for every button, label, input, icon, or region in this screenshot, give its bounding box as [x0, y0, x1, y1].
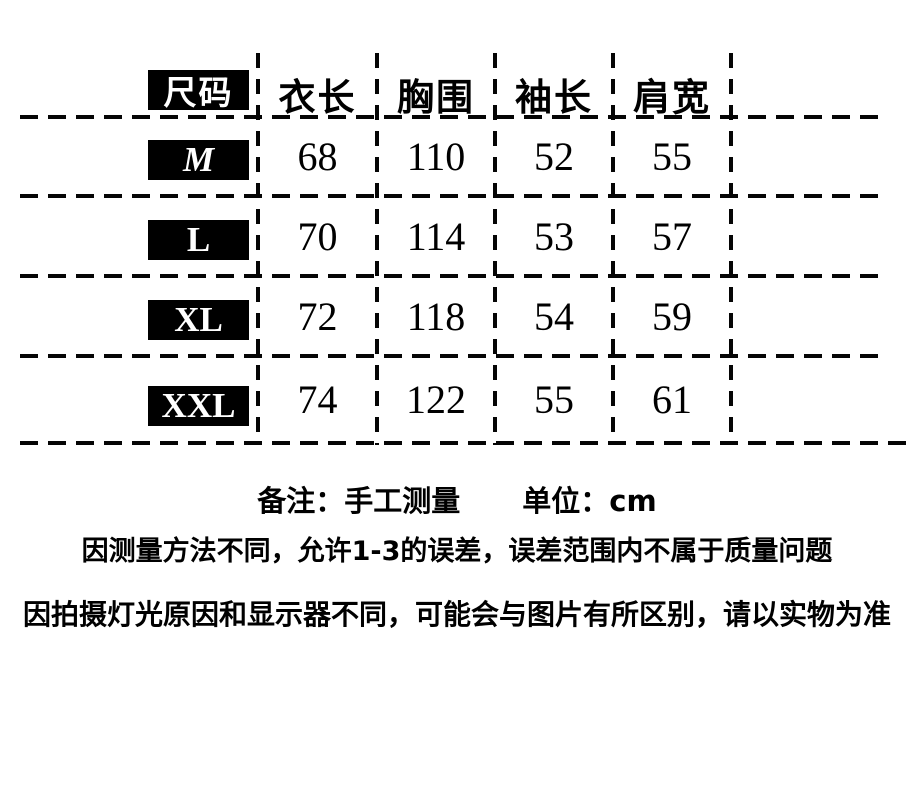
cell-xxl-sleeve: 55 — [534, 377, 574, 422]
cell-m-shoulder: 55 — [652, 134, 692, 179]
header-size-label: 尺码 — [163, 76, 234, 112]
cell-l-sleeve: 53 — [534, 213, 574, 259]
cell-xl-sleeve: 54 — [534, 293, 574, 339]
cell-l-bust: 114 — [406, 213, 466, 259]
size-badge-xl: XL — [148, 300, 249, 340]
column-header-length: 衣长 — [278, 78, 357, 119]
cell-xxl-length: 74 — [297, 377, 338, 422]
column-header-shoulder: 肩宽 — [633, 78, 711, 119]
size-badge-l: L — [148, 220, 249, 260]
measurement-remark-line: 备注：手工测量 单位：cm — [0, 478, 914, 520]
header-size-badge: 尺码 — [148, 70, 249, 112]
cell-m-length: 68 — [297, 134, 338, 179]
column-header-bust: 胸围 — [397, 78, 475, 119]
table-horizontal-divider — [20, 354, 888, 358]
color-difference-note: 因拍摄灯光原因和显示器不同，可能会与图片有所区别，请以实物为准 — [22, 598, 891, 631]
cell-xxl-shoulder: 61 — [652, 377, 692, 422]
cell-xxl-bust: 122 — [406, 377, 466, 422]
unit-text: 单位：cm — [522, 484, 657, 518]
table-vertical-divider — [493, 53, 497, 445]
cell-m-sleeve: 52 — [534, 134, 574, 179]
cell-xl-bust: 118 — [406, 293, 466, 339]
size-label: XXL — [161, 386, 236, 425]
table-horizontal-divider — [20, 115, 888, 119]
size-badge-m: M — [148, 140, 249, 180]
table-vertical-divider — [729, 53, 733, 445]
cell-xl-shoulder: 59 — [652, 293, 692, 339]
size-label: L — [186, 220, 211, 259]
table-vertical-divider — [256, 53, 260, 445]
table-horizontal-divider — [20, 274, 888, 278]
cell-m-bust: 110 — [406, 134, 466, 179]
remark-text: 备注：手工测量 — [257, 484, 461, 518]
size-badge-xxl: XXL — [148, 386, 249, 426]
size-label: M — [182, 140, 215, 179]
table-vertical-divider — [375, 53, 379, 445]
cell-xl-length: 72 — [297, 293, 338, 339]
cell-l-length: 70 — [297, 213, 338, 259]
table-vertical-divider — [611, 53, 615, 445]
size-label: XL — [174, 300, 223, 339]
table-horizontal-divider — [20, 194, 888, 198]
tolerance-note: 因测量方法不同，允许1-3的误差，误差范围内不属于质量问题 — [81, 536, 833, 567]
cell-l-shoulder: 57 — [652, 213, 692, 259]
column-header-sleeve: 袖长 — [515, 78, 593, 119]
table-horizontal-divider — [20, 441, 914, 445]
